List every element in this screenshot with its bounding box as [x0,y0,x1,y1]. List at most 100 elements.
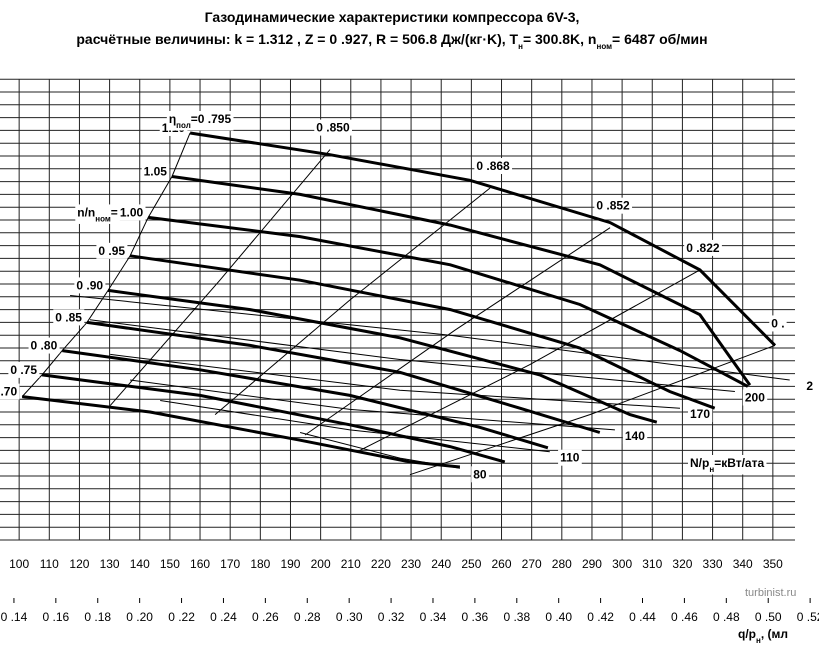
chart-subtitle-part: расчётные величины: k = 1.312 , Z = 0 .9… [76,31,518,47]
power-unit-label-part: =кВт/ата [714,456,764,470]
x-tick-label: 260 [492,557,512,571]
speed-line [171,175,752,386]
x2-tick-label: 0 .34 [420,610,447,624]
power-line [130,379,615,431]
efficiency-label: 0 .852 [596,199,630,213]
x-tick-label: 340 [733,557,753,571]
surge-line [21,132,191,397]
power-label: 110 [560,451,580,465]
speed-label: 1.00 [120,205,144,219]
x-tick-label: 150 [160,557,180,571]
speed-line [148,215,749,388]
x-tick-label: 100 [9,557,29,571]
speed-label: 0 .85 [55,310,82,324]
efficiency-title-part: η [169,112,176,126]
x2-tick-label: 0 .42 [587,610,614,624]
x-tick-label: 330 [703,557,723,571]
label-box [314,119,352,136]
power-label: 2 [806,379,813,393]
label-box [8,361,40,378]
efficiency-title: ηпол=0 .795 [169,112,232,130]
power-label: 170 [690,407,710,421]
x2-tick-label: 0 .46 [671,610,698,624]
label-box [742,389,768,406]
speed-line [86,320,601,434]
label-box [166,111,234,131]
power-unit-label-part: н [709,465,714,474]
label-box [684,239,722,256]
chart-subtitle: расчётные величины: k = 1.312 , Z = 0 .9… [76,31,707,51]
x-tick-label: 300 [612,557,632,571]
label-box [558,449,582,466]
x-tick-label: 240 [431,557,451,571]
label-box [804,378,816,394]
x-tick-label: 250 [461,557,481,571]
speed-line [107,288,658,424]
x-tick-label: 230 [401,557,421,571]
x2-tick-label: 0 .28 [294,610,321,624]
label-box [687,406,713,423]
x2-tick-label: 0 .32 [378,610,405,624]
power-label: 80 [473,467,487,481]
speed-line [189,131,777,347]
power-unit-label-part: N/p [690,456,709,470]
x-tick-label: 350 [763,557,783,571]
efficiency-line [359,269,701,451]
label-box [0,383,20,400]
power-line [110,353,681,409]
power-label: 140 [625,429,645,443]
efficiency-label: 0 . [771,316,784,330]
x2-tick-label: 0 .14 [1,610,28,624]
x2-axis-label-part: н [756,636,761,645]
power-line [89,319,735,392]
speed-line [129,254,716,410]
label-box [594,197,633,214]
x2-tick-label: 0 .40 [545,610,572,624]
power-unit-label: N/pн=кВт/ата [690,456,764,474]
speed-label: 0 .90 [76,278,103,292]
efficiency-line [109,149,331,406]
label-box [688,455,767,475]
x2-tick-label: 0 .18 [84,610,111,624]
x-tick-label: 120 [69,557,89,571]
label-box [769,315,787,332]
label-box [74,277,106,294]
x2-tick-label: 0 .52 [797,610,819,624]
speed-axis-label-part: = [111,205,118,219]
x-tick-label: 190 [280,557,300,571]
label-box [622,427,648,444]
speed-line [62,349,549,450]
x-tick-label: 110 [40,557,59,571]
x2-tick-label: 0 .38 [503,610,530,624]
x2-tick-label: 0 .24 [210,610,237,624]
x-tick-label: 310 [642,557,662,571]
x-tick-label: 210 [341,557,361,571]
speed-label: 0 .80 [31,339,58,353]
x2-tick-label: 0 .16 [42,610,69,624]
efficiency-label: 0 .822 [686,241,720,255]
label-box [53,309,85,326]
x2-axis-label: q/pн, (мл [738,627,788,645]
x-tick-label: 270 [522,557,542,571]
x-tick-label: 320 [672,557,692,571]
x-tick-label: 160 [190,557,210,571]
x-tick-label: 280 [552,557,572,571]
label-box [474,158,513,174]
label-box [117,204,146,221]
label-box [141,163,170,180]
efficiency-title-part: =0 .795 [191,112,232,126]
x2-axis-label-part: , (мл [761,627,788,641]
efficiency-label: 0 .850 [316,121,350,135]
efficiency-line [214,187,491,415]
x2-tick-label: 0 .30 [336,610,363,624]
chart-subtitle-part: = 6487 об/мин [612,31,708,47]
speed-label: 0 .95 [98,244,125,258]
speed-label: 0 .70 [0,385,17,399]
chart-subtitle-part: н [518,42,523,51]
chart-title: Газодинамические характеристики компресс… [205,9,580,25]
speed-axis-label-part: ном [95,214,111,223]
x-tick-label: 180 [250,557,270,571]
x2-tick-label: 0 .26 [252,610,279,624]
power-line [160,400,550,453]
